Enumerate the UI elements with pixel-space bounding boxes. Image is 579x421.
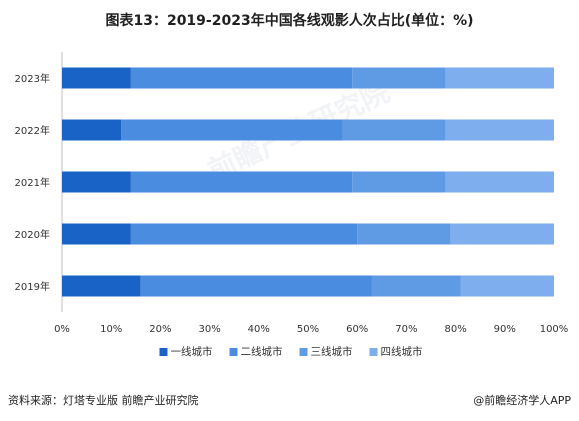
x-tick-label-6: 50% (297, 324, 319, 335)
bar-3-5 (371, 275, 461, 297)
bar-1-4 (62, 223, 131, 245)
chart-title: 图表13：2019-2023年中国各线观影人次占比(单位：%) (105, 13, 474, 29)
x-tick-label-5: 40% (248, 324, 270, 335)
category-label-2: 2022年 (15, 124, 50, 137)
x-tick-label-4: 30% (198, 324, 220, 335)
legend-label-4: 四线城市 (381, 345, 423, 358)
x-tick-label-11: 100% (540, 324, 569, 335)
credit-note: @前瞻经济学人APP (473, 394, 571, 407)
category-label-4: 2020年 (15, 228, 50, 241)
category-label-5: 2019年 (15, 280, 50, 293)
bar-2-1 (130, 67, 353, 89)
x-tick-label-10: 90% (494, 324, 516, 335)
category-label-3: 2021年 (15, 176, 50, 189)
bar-4-3 (445, 171, 554, 193)
x-tick-label-2: 10% (100, 324, 122, 335)
bar-3-4 (357, 223, 451, 245)
category-label-1: 2023年 (15, 72, 50, 85)
bar-3-3 (352, 171, 446, 193)
legend-swatch-1 (159, 348, 168, 356)
bar-3-2 (342, 119, 446, 141)
legend-swatch-3 (299, 348, 308, 356)
x-tick-label-1: 0% (54, 324, 70, 335)
bar-4-2 (445, 119, 554, 141)
bar-1-3 (62, 171, 131, 193)
bar-2-2 (121, 119, 343, 141)
legend-swatch-2 (229, 348, 238, 356)
bar-2-3 (130, 171, 353, 193)
bar-1-1 (62, 67, 131, 89)
x-tick-label-8: 70% (395, 324, 417, 335)
x-tick-label-7: 60% (346, 324, 368, 335)
bar-1-5 (62, 275, 141, 297)
legend-label-2: 二线城市 (241, 345, 283, 358)
legend-label-3: 三线城市 (311, 345, 353, 358)
bar-2-5 (140, 275, 372, 297)
bar-3-1 (352, 67, 446, 89)
source-note: 资料来源：灯塔专业版 前瞻产业研究院 (8, 394, 199, 407)
x-tick-label-9: 80% (444, 324, 466, 335)
legend-label-1: 一线城市 (171, 345, 213, 358)
bar-1-2 (62, 119, 122, 141)
x-tick-label-3: 20% (149, 324, 171, 335)
bar-4-4 (450, 223, 554, 245)
bar-2-4 (130, 223, 358, 245)
bar-4-5 (460, 275, 554, 297)
bar-4-1 (445, 67, 554, 89)
legend-swatch-4 (369, 348, 378, 356)
